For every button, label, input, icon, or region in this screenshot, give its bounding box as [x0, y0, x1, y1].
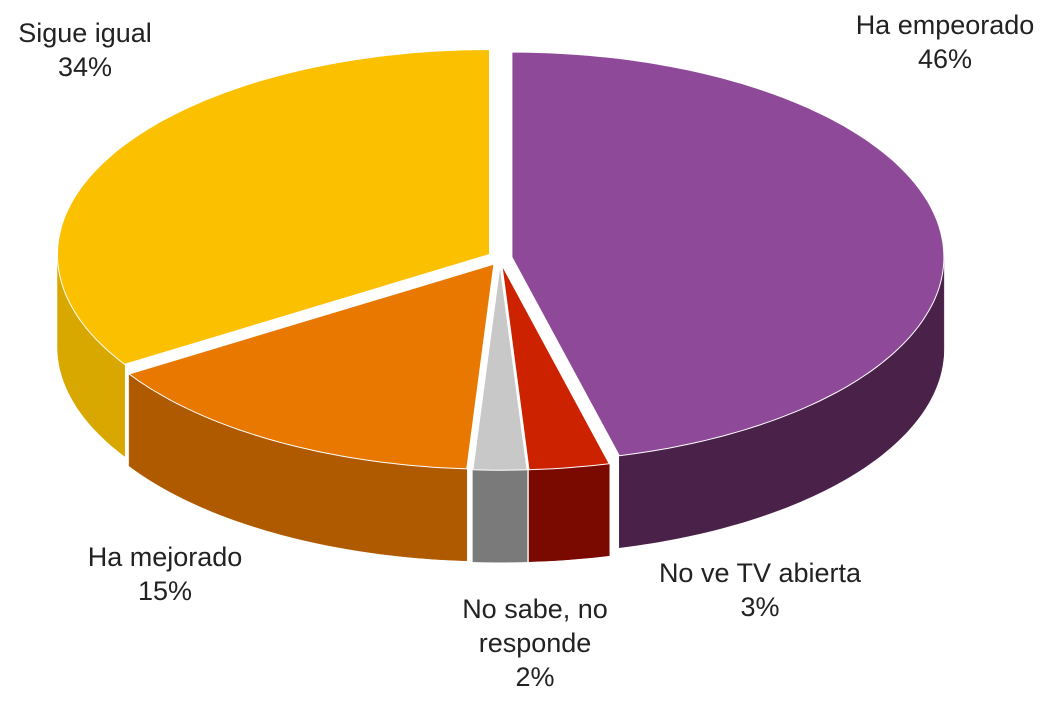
data-label: No sabe, no responde 2%: [440, 592, 630, 694]
label-name: Ha empeorado: [855, 10, 1035, 40]
label-name: Ha mejorado: [87, 542, 243, 572]
label-value: 46%: [917, 44, 973, 74]
label-value: 3%: [740, 592, 780, 622]
label-name: No sabe, no responde: [462, 594, 608, 658]
label-value: 2%: [515, 662, 555, 692]
data-label: Ha empeorado 46%: [795, 8, 1052, 76]
slice: [472, 265, 528, 471]
slice: [501, 264, 611, 471]
label-value: 34%: [57, 52, 113, 82]
label-name: No ve TV abierta: [658, 558, 862, 588]
slice-side: [472, 469, 528, 563]
label-value: 15%: [137, 576, 193, 606]
slice: [57, 48, 490, 365]
slice: [127, 263, 495, 470]
data-label: No ve TV abierta 3%: [610, 556, 910, 624]
data-label: Sigue igual 34%: [0, 16, 195, 84]
data-label: Ha mejorado 15%: [35, 540, 295, 608]
slice-side: [528, 463, 610, 562]
slice: [511, 51, 945, 457]
label-name: Sigue igual: [18, 18, 152, 48]
